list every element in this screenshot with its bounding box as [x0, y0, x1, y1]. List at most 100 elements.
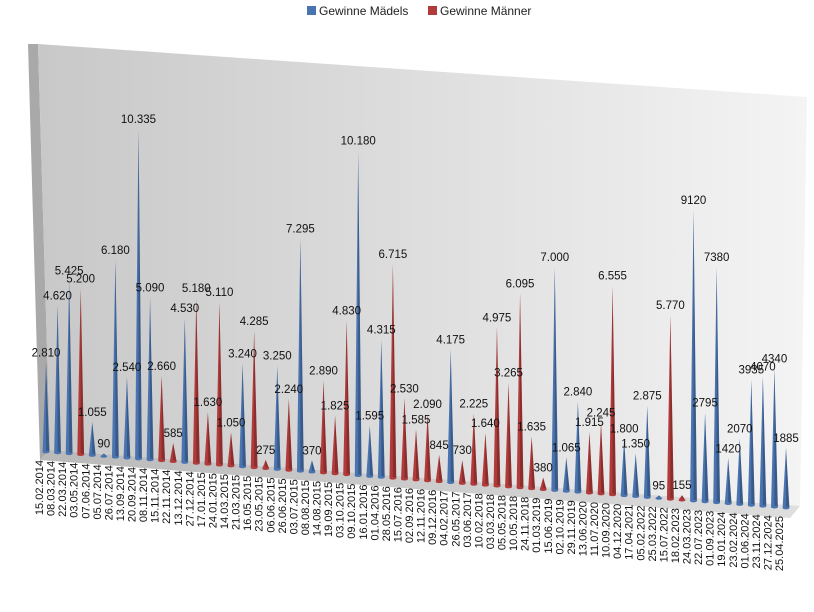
cone-shade: [624, 438, 628, 496]
data-label: 155: [672, 480, 691, 492]
cone-base: [77, 453, 85, 457]
x-tick-label: 23.11.2024: [751, 514, 763, 568]
cone-body: [747, 379, 755, 506]
cone-mark: [204, 412, 212, 466]
cone-base: [65, 452, 73, 456]
data-label: 7.000: [540, 252, 569, 264]
cone-body: [204, 412, 212, 465]
cone-mark: [736, 438, 744, 506]
data-label: 1.055: [78, 407, 107, 419]
cone-mark: [516, 293, 524, 490]
cone-base: [192, 461, 200, 465]
cone-shade: [566, 457, 570, 492]
cone-body: [146, 297, 154, 460]
x-tick-label: 24.01.2015: [207, 473, 219, 528]
legend: Gewinne Mädels Gewinne Männer: [307, 4, 531, 18]
cone-shade: [46, 362, 50, 452]
cone-shade: [635, 453, 640, 497]
x-tick-label: 19.01.2024: [716, 512, 728, 567]
cone-base: [470, 482, 478, 486]
x-tick-label: 13.12.2014: [173, 471, 185, 526]
x-tick-label: 08.03.2014: [46, 461, 58, 516]
cone-body: [609, 285, 616, 495]
x-tick-label: 14.03.2015: [219, 474, 231, 529]
cone-base: [320, 471, 327, 475]
data-label: 6.180: [101, 245, 130, 257]
cone-shade: [265, 459, 270, 469]
data-label: 4.175: [436, 334, 465, 346]
cone-shade: [601, 422, 605, 494]
data-label: 3.265: [494, 368, 523, 380]
cone-base: [551, 489, 559, 492]
cone-shade: [115, 259, 119, 458]
data-label: 2.090: [413, 399, 442, 411]
x-tick-label: 15.02.2014: [34, 460, 46, 515]
legend-label: Gewinne Männer: [440, 4, 531, 18]
cone-shade: [311, 460, 316, 473]
cone-shade: [485, 432, 489, 486]
cone-mark: [216, 301, 223, 467]
cone-body: [65, 280, 73, 454]
cone-body: [88, 421, 96, 456]
cone-base: [771, 505, 778, 509]
cone-mark: [747, 379, 755, 507]
cone-body: [169, 442, 177, 462]
cone-base: [331, 472, 339, 476]
cone-shade: [693, 209, 697, 501]
cone-shade: [138, 129, 142, 459]
cone-base: [88, 454, 96, 457]
cone-body: [412, 429, 420, 480]
cone-base: [158, 459, 166, 463]
cone-base: [528, 487, 536, 491]
cone-mark: [239, 363, 246, 469]
cone-body: [782, 447, 790, 508]
cone-body: [158, 375, 166, 461]
cone-mark: [285, 398, 293, 472]
cone-body: [701, 412, 709, 502]
x-tick-label: 18.02.2023: [670, 508, 682, 563]
x-tick-label: 14.08.2015: [312, 481, 324, 536]
cone-mark: [366, 425, 374, 478]
cone-base: [181, 461, 189, 464]
x-tick-label: 15.11.2014: [150, 469, 162, 523]
cone-base: [123, 456, 131, 460]
x-tick-label: 23.02.2024: [728, 513, 740, 568]
cone-base: [54, 451, 61, 455]
data-label: 3935: [739, 365, 765, 377]
cone-base: [632, 495, 640, 499]
cone-base: [655, 496, 663, 500]
x-tick-label: 09.12.2016: [427, 490, 439, 545]
data-label: 1.350: [621, 439, 650, 451]
cone-shade: [762, 376, 767, 507]
cone-base: [539, 488, 547, 492]
cone-mark: [632, 453, 640, 499]
cone-mark: [320, 380, 327, 475]
data-label: 4.830: [332, 306, 361, 318]
cone-mark: [782, 447, 790, 510]
data-label: 9120: [681, 195, 707, 207]
data-label: 5.180: [182, 283, 211, 295]
cone-base: [481, 483, 489, 487]
cone-mark: [435, 454, 443, 484]
cone-mark: [655, 495, 663, 500]
cone-body: [331, 415, 339, 474]
cone-base: [574, 490, 582, 494]
data-label: 380: [534, 462, 553, 474]
data-label: 2.840: [563, 387, 592, 399]
cone-mark: [493, 327, 501, 488]
cone-mark: [100, 453, 108, 458]
cone-shade: [288, 398, 293, 471]
cone-shade: [358, 150, 362, 476]
data-label: 2.240: [274, 384, 303, 396]
x-tick-label: 06.06.2015: [265, 478, 277, 533]
cone-mark: [308, 460, 316, 474]
x-tick-label: 26.07.2014: [103, 465, 115, 520]
cone-shade: [751, 379, 755, 506]
cone-mark: [158, 375, 166, 463]
cone-shade: [577, 401, 582, 493]
cone-base: [713, 501, 721, 505]
cone-body: [320, 380, 327, 473]
cone-shade: [57, 305, 61, 453]
cone-mark: [678, 495, 686, 502]
legend-swatch: [307, 6, 316, 15]
